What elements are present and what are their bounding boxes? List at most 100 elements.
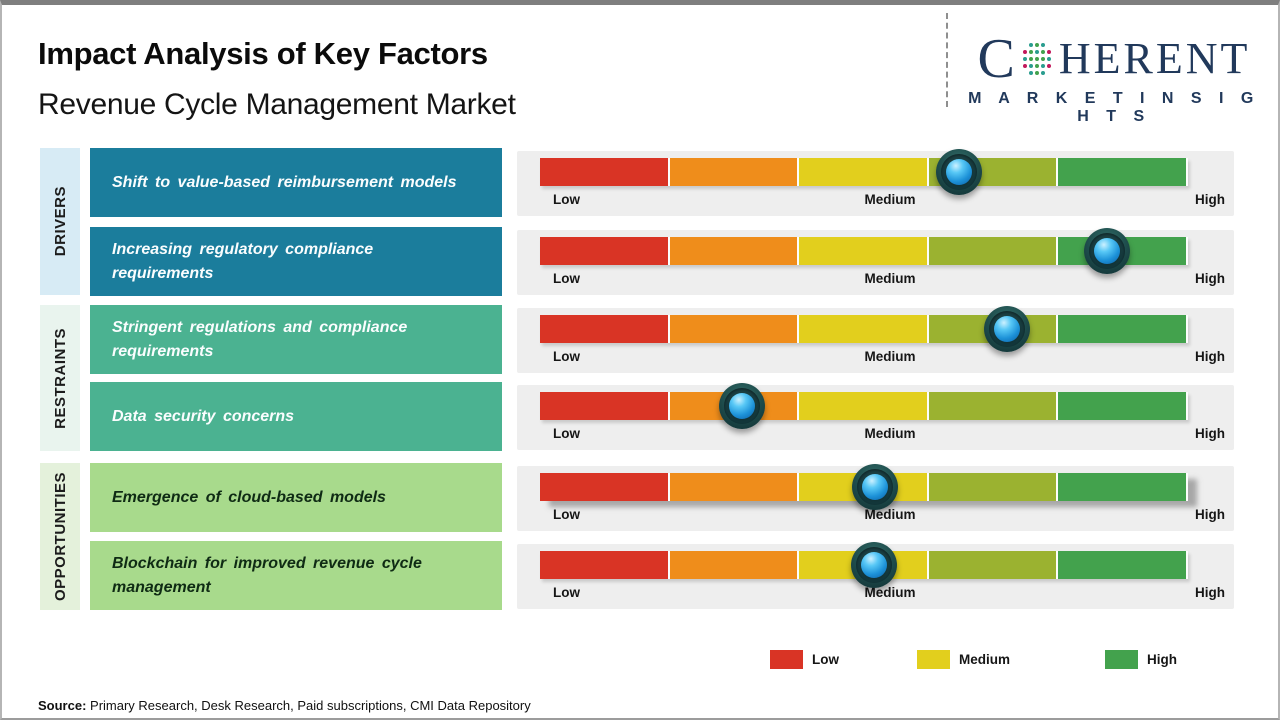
scale-label-high: High — [1195, 271, 1225, 286]
impact-scale-row-4: Low Medium High — [517, 464, 1234, 531]
impact-scale-row-3: Low Medium High — [517, 383, 1234, 450]
impact-scale-row-1: Low Medium High — [517, 228, 1234, 295]
brand-wordmark: C HERENT — [964, 31, 1264, 87]
impact-bar — [540, 383, 1188, 429]
scale-label-medium: Medium — [864, 585, 916, 600]
factor-box-row-3: Data security concerns — [90, 382, 502, 451]
factor-text: Increasing regulatory compliance require… — [112, 240, 374, 282]
bar-segment-low-medium — [669, 551, 800, 579]
impact-bar — [540, 464, 1188, 510]
scale-label-high: High — [1195, 426, 1225, 441]
source-note: Source: Primary Research, Desk Research,… — [38, 698, 531, 713]
header-dashed-divider — [946, 13, 948, 107]
page-title: Impact Analysis of Key Factors — [38, 36, 488, 71]
scale-label-high: High — [1195, 585, 1225, 600]
impact-marker-sphere — [719, 383, 766, 429]
legend-label-medium: Medium — [959, 652, 1011, 667]
bar-segment-low — [540, 237, 670, 265]
bar-segment-medium — [799, 315, 929, 343]
scale-label-low: Low — [553, 271, 580, 286]
legend-item-low: Low — [770, 650, 839, 669]
legend-label-high: High — [1147, 652, 1177, 667]
scale-label-low: Low — [553, 192, 580, 207]
legend-swatch-low — [770, 650, 803, 669]
bar-segment-low — [540, 315, 670, 343]
brand-letter-c: C — [977, 28, 1015, 90]
bar-segment-low — [540, 473, 670, 501]
impact-bar — [540, 228, 1188, 274]
bar-segment-low — [540, 551, 670, 579]
scale-label-medium: Medium — [864, 192, 916, 207]
legend-item-high: High — [1105, 650, 1177, 669]
impact-bar — [540, 542, 1188, 588]
bar-segment-low-medium — [669, 237, 800, 265]
bar-segment-high — [1058, 551, 1188, 579]
impact-bar — [540, 149, 1188, 195]
dotted-globe-icon — [1022, 43, 1051, 75]
legend-label-low: Low — [812, 652, 839, 667]
bar-segment-high — [1058, 392, 1188, 420]
bar-segment-low — [540, 158, 670, 186]
bar-segment-low-medium — [669, 473, 800, 501]
factor-box-row-4: Emergence of cloud-based models — [90, 463, 502, 532]
bar-segment-high — [1058, 158, 1188, 186]
impact-bar — [540, 306, 1188, 352]
brand-logo: C HERENT M A R K E T I N S I G H T S — [964, 31, 1264, 126]
factor-box-row-0: Shift to value-based reimbursement model… — [90, 148, 502, 217]
brand-letters-herent: HERENT — [1058, 34, 1251, 83]
bar-segment-medium-high — [928, 551, 1059, 579]
impact-scale-row-5: Low Medium High — [517, 542, 1234, 609]
factor-text: Emergence of cloud-based models — [112, 488, 386, 506]
scale-label-high: High — [1195, 349, 1225, 364]
impact-marker-sphere — [1084, 228, 1130, 274]
impact-marker-sphere — [852, 464, 899, 510]
group-label-restraints-text: RESTRAINTS — [51, 327, 69, 429]
bar-segment-high — [1058, 315, 1188, 343]
bar-segment-medium — [799, 158, 929, 186]
bar-segment-low-medium — [669, 315, 800, 343]
source-prefix: Source: — [38, 698, 87, 713]
group-label-drivers-text: DRIVERS — [51, 186, 69, 257]
bar-segment-medium-high — [928, 473, 1059, 501]
scale-label-medium: Medium — [864, 271, 916, 286]
group-label-restraints: RESTRAINTS — [40, 305, 80, 451]
scale-label-medium: Medium — [864, 349, 916, 364]
factor-text: Blockchain for improved revenue cycle ma… — [112, 554, 422, 596]
bar-segment-medium — [799, 237, 929, 265]
factor-box-row-5: Blockchain for improved revenue cycle ma… — [90, 541, 502, 610]
scale-label-low: Low — [553, 507, 580, 522]
legend-swatch-medium — [917, 650, 950, 669]
legend-swatch-high — [1105, 650, 1138, 669]
impact-marker-sphere — [983, 306, 1030, 352]
impact-marker-sphere — [850, 542, 897, 588]
factor-box-row-2: Stringent regulations and compliance req… — [90, 305, 502, 374]
scale-label-medium: Medium — [864, 507, 916, 522]
scale-label-low: Low — [553, 349, 580, 364]
scale-label-low: Low — [553, 585, 580, 600]
source-text: Primary Research, Desk Research, Paid su… — [86, 698, 531, 713]
group-label-opportunities: OPPORTUNITIES — [40, 463, 80, 610]
impact-scale-row-2: Low Medium High — [517, 306, 1234, 373]
bar-segment-medium-high — [928, 237, 1059, 265]
group-label-drivers: DRIVERS — [40, 148, 80, 295]
factor-box-row-1: Increasing regulatory compliance require… — [90, 227, 502, 296]
scale-label-low: Low — [553, 426, 580, 441]
factor-text: Stringent regulations and compliance req… — [112, 318, 408, 360]
impact-scale-row-0: Low Medium High — [517, 149, 1234, 216]
bar-segment-medium — [799, 392, 929, 420]
bar-segment-high — [1058, 473, 1188, 501]
bar-segment-medium-high — [928, 392, 1059, 420]
impact-marker-sphere — [936, 149, 983, 195]
legend-item-medium: Medium — [917, 650, 1010, 669]
scale-label-high: High — [1195, 507, 1225, 522]
page-subtitle: Revenue Cycle Management Market — [38, 88, 516, 121]
bar-segment-low-medium — [669, 158, 800, 186]
factor-text: Data security concerns — [112, 407, 295, 425]
group-label-opportunities-text: OPPORTUNITIES — [51, 471, 69, 601]
brand-tagline: M A R K E T I N S I G H T S — [968, 90, 1260, 125]
scale-label-medium: Medium — [864, 426, 916, 441]
factor-text: Shift to value-based reimbursement model… — [112, 173, 457, 191]
scale-label-high: High — [1195, 192, 1225, 207]
bar-segment-low — [540, 392, 670, 420]
